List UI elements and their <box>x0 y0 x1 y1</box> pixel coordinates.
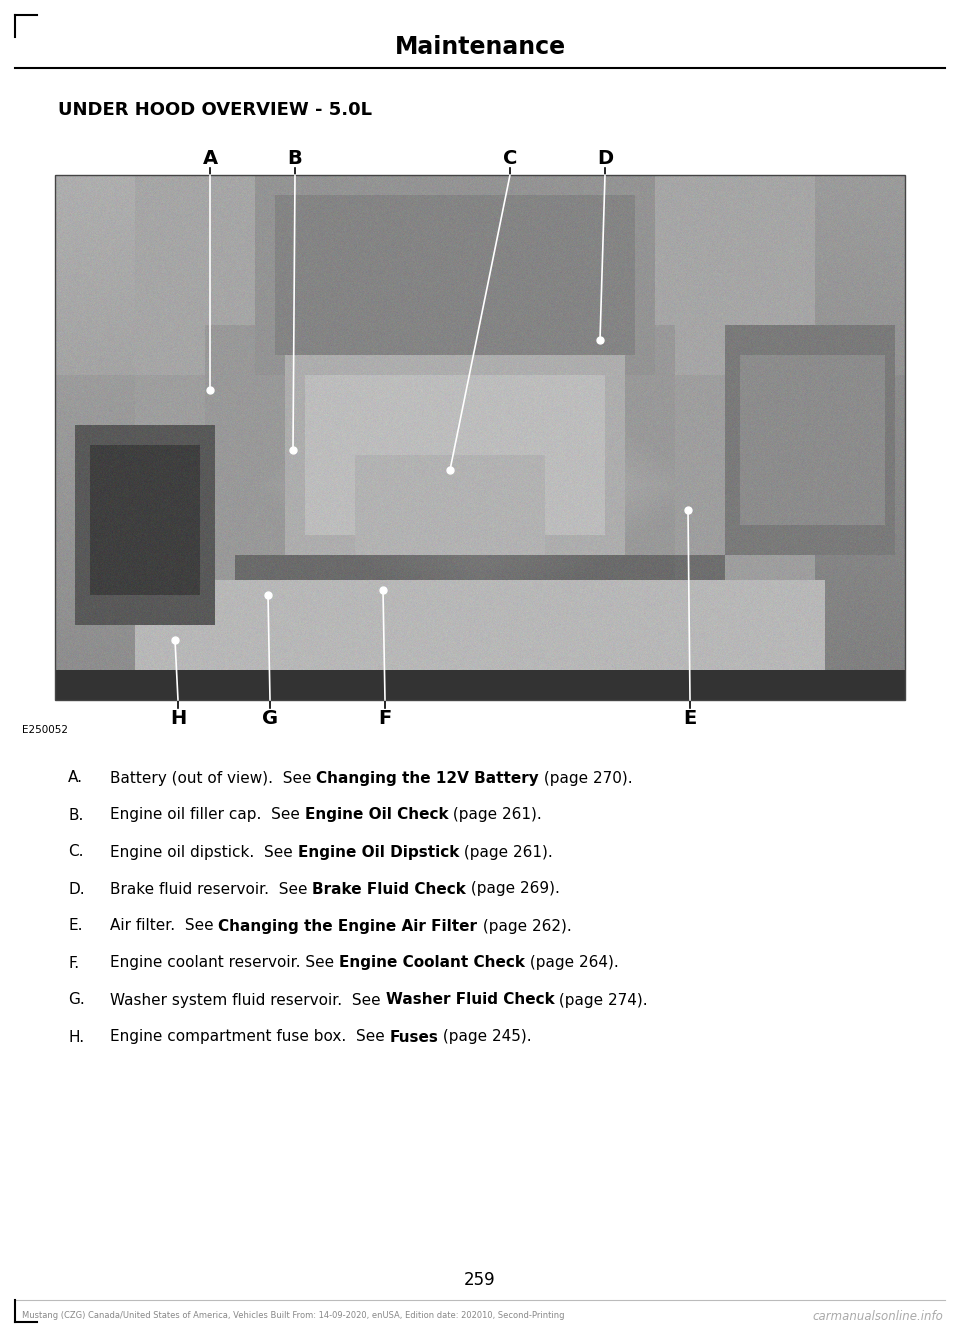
Text: E250052: E250052 <box>22 725 68 735</box>
Text: UNDER HOOD OVERVIEW - 5.0L: UNDER HOOD OVERVIEW - 5.0L <box>58 102 372 119</box>
Text: Engine oil dipstick.  See: Engine oil dipstick. See <box>110 845 298 860</box>
Text: Changing the Engine Air Filter: Changing the Engine Air Filter <box>219 919 477 933</box>
Text: F.: F. <box>68 956 79 971</box>
Text: (page 270).: (page 270). <box>540 770 633 786</box>
Text: G: G <box>262 709 278 727</box>
Text: (page 264).: (page 264). <box>525 956 619 971</box>
Text: Engine Coolant Check: Engine Coolant Check <box>339 956 525 971</box>
Text: E.: E. <box>68 919 83 933</box>
Text: Engine Oil Dipstick: Engine Oil Dipstick <box>298 845 459 860</box>
Text: Engine Oil Check: Engine Oil Check <box>304 808 448 822</box>
Text: (page 274).: (page 274). <box>554 992 648 1008</box>
Text: Battery (out of view).  See: Battery (out of view). See <box>110 770 317 786</box>
Text: Maintenance: Maintenance <box>395 35 565 59</box>
Text: A.: A. <box>68 770 83 786</box>
Text: Engine compartment fuse box.  See: Engine compartment fuse box. See <box>110 1029 390 1044</box>
Text: D: D <box>597 148 613 167</box>
Bar <box>55 175 905 701</box>
Text: B.: B. <box>68 808 84 822</box>
Text: carmanualsonline.info: carmanualsonline.info <box>812 1310 943 1324</box>
Text: Fuses: Fuses <box>390 1029 439 1044</box>
Text: C.: C. <box>68 845 84 860</box>
Text: Mustang (CZG) Canada/United States of America, Vehicles Built From: 14-09-2020, : Mustang (CZG) Canada/United States of Am… <box>22 1310 564 1320</box>
Text: Washer system fluid reservoir.  See: Washer system fluid reservoir. See <box>110 992 386 1008</box>
Text: 259: 259 <box>465 1271 495 1289</box>
Text: E: E <box>684 709 697 727</box>
Text: (page 261).: (page 261). <box>459 845 553 860</box>
Text: (page 261).: (page 261). <box>448 808 542 822</box>
Text: G.: G. <box>68 992 84 1008</box>
Text: (page 269).: (page 269). <box>467 881 560 897</box>
Text: Changing the 12V Battery: Changing the 12V Battery <box>317 770 540 786</box>
Text: (page 245).: (page 245). <box>439 1029 532 1044</box>
Text: H: H <box>170 709 186 727</box>
Text: Washer Fluid Check: Washer Fluid Check <box>386 992 554 1008</box>
Text: H.: H. <box>68 1029 84 1044</box>
Text: (page 262).: (page 262). <box>477 919 571 933</box>
Text: Engine coolant reservoir. See: Engine coolant reservoir. See <box>110 956 339 971</box>
Text: Engine oil filler cap.  See: Engine oil filler cap. See <box>110 808 304 822</box>
Text: D.: D. <box>68 881 84 897</box>
Text: Brake fluid reservoir.  See: Brake fluid reservoir. See <box>110 881 312 897</box>
Text: B: B <box>288 148 302 167</box>
Text: A: A <box>203 148 218 167</box>
Text: F: F <box>378 709 392 727</box>
Text: Air filter.  See: Air filter. See <box>110 919 219 933</box>
Text: C: C <box>503 148 517 167</box>
Text: Brake Fluid Check: Brake Fluid Check <box>312 881 467 897</box>
